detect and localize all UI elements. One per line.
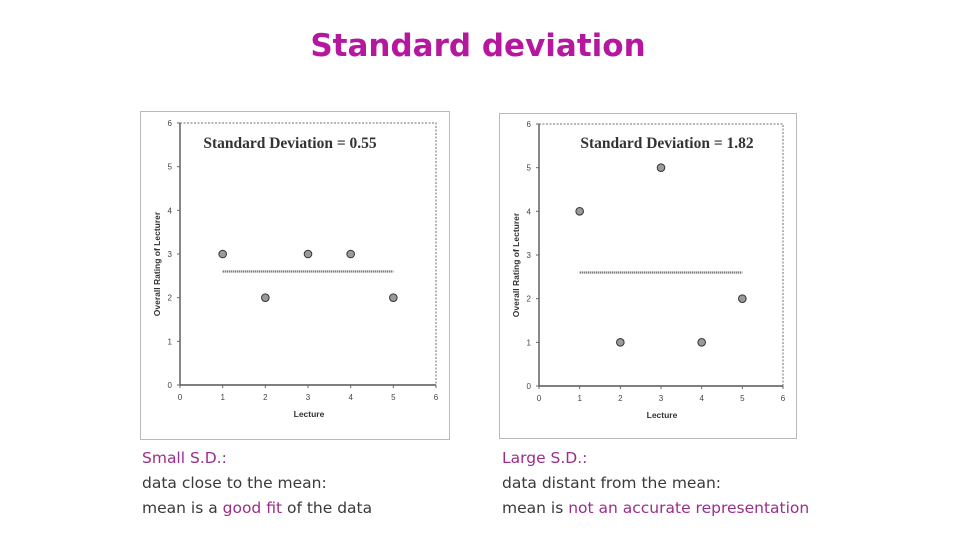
data-point (303, 249, 313, 259)
data-point (738, 294, 747, 303)
y-tick-label: 1 (527, 338, 532, 347)
y-tick-label: 6 (527, 120, 532, 129)
caption-line: data distant from the mean: (502, 474, 722, 492)
data-point (616, 338, 625, 347)
chart-large-sd: 0 1 2 3 4 5 6 0 1 2 3 4 5 6 Standard Deviation = 1.82 L… (499, 113, 797, 439)
data-point (218, 249, 227, 259)
y-tick-label: 3 (168, 250, 173, 259)
slide-title: Standard deviation (310, 28, 646, 64)
caption-text: mean is a (142, 499, 223, 517)
y-tick-label: 5 (168, 163, 173, 172)
data-point (697, 338, 706, 347)
data-point (389, 293, 398, 302)
y-tick-label: 2 (168, 294, 173, 303)
x-tick-label: 0 (537, 394, 542, 403)
data-point (575, 207, 584, 216)
data-point (261, 293, 270, 302)
caption-text: mean is (502, 499, 569, 517)
x-axis-label: Lecture (647, 410, 678, 420)
y-tick-label: 5 (527, 164, 532, 173)
y-tick-label: 3 (527, 251, 532, 260)
x-tick-label: 1 (220, 393, 225, 402)
caption-heading-text: Small S.D.: (142, 449, 227, 467)
chart-title: Standard Deviation = 1.82 (580, 135, 754, 152)
data-point (656, 163, 666, 172)
caption-line: data close to the mean: (142, 474, 327, 492)
x-tick-label: 2 (263, 393, 268, 402)
caption-line: mean is not an accurate representation (502, 496, 809, 521)
x-tick-label: 6 (434, 393, 439, 402)
x-tick-label: 4 (699, 394, 704, 403)
y-tick-label: 6 (168, 119, 173, 128)
caption-heading-text: Large S.D.: (502, 449, 588, 467)
y-tick-label: 1 (168, 337, 173, 346)
caption-accent-text: not an accurate representation (568, 499, 810, 517)
y-tick-label: 4 (168, 206, 173, 215)
caption-small-sd: Small S.D.: data close to the mean: mean… (142, 446, 372, 521)
x-tick-label: 2 (618, 394, 623, 403)
y-tick-label: 0 (527, 382, 532, 391)
chart-frame (140, 111, 450, 440)
y-tick-label: 2 (527, 295, 532, 304)
x-tick-label: 0 (178, 393, 183, 402)
x-tick-label: 3 (659, 394, 664, 403)
caption-large-sd: Large S.D.: data distant from the mean: … (502, 446, 809, 521)
y-tick-label: 4 (527, 207, 532, 216)
x-tick-label: 1 (577, 394, 582, 403)
y-axis-label: Overall Rating of Lecturer (152, 211, 162, 316)
x-tick-label: 3 (306, 393, 311, 402)
caption-heading: Small S.D.: (142, 446, 372, 471)
chart-small-sd: 0 1 2 3 4 5 6 0 1 2 3 4 5 6 Standard Deviation = 0.55 L… (140, 111, 450, 440)
caption-text: of the data (282, 499, 373, 517)
x-axis-label: Lecture (294, 409, 325, 419)
caption-line: mean is a good fit of the data (142, 496, 372, 521)
x-tick-label: 6 (781, 394, 786, 403)
x-tick-label: 4 (348, 393, 353, 402)
caption-accent-text: good fit (222, 499, 283, 517)
y-axis-label: Overall Rating of Lecturer (511, 212, 521, 317)
x-tick-label: 5 (391, 393, 396, 402)
y-tick-label: 0 (168, 381, 173, 390)
data-point (346, 249, 355, 259)
x-tick-label: 5 (740, 394, 745, 403)
chart-frame (499, 113, 797, 439)
chart-title: Standard Deviation = 0.55 (203, 135, 377, 152)
caption-heading: Large S.D.: (502, 446, 809, 471)
